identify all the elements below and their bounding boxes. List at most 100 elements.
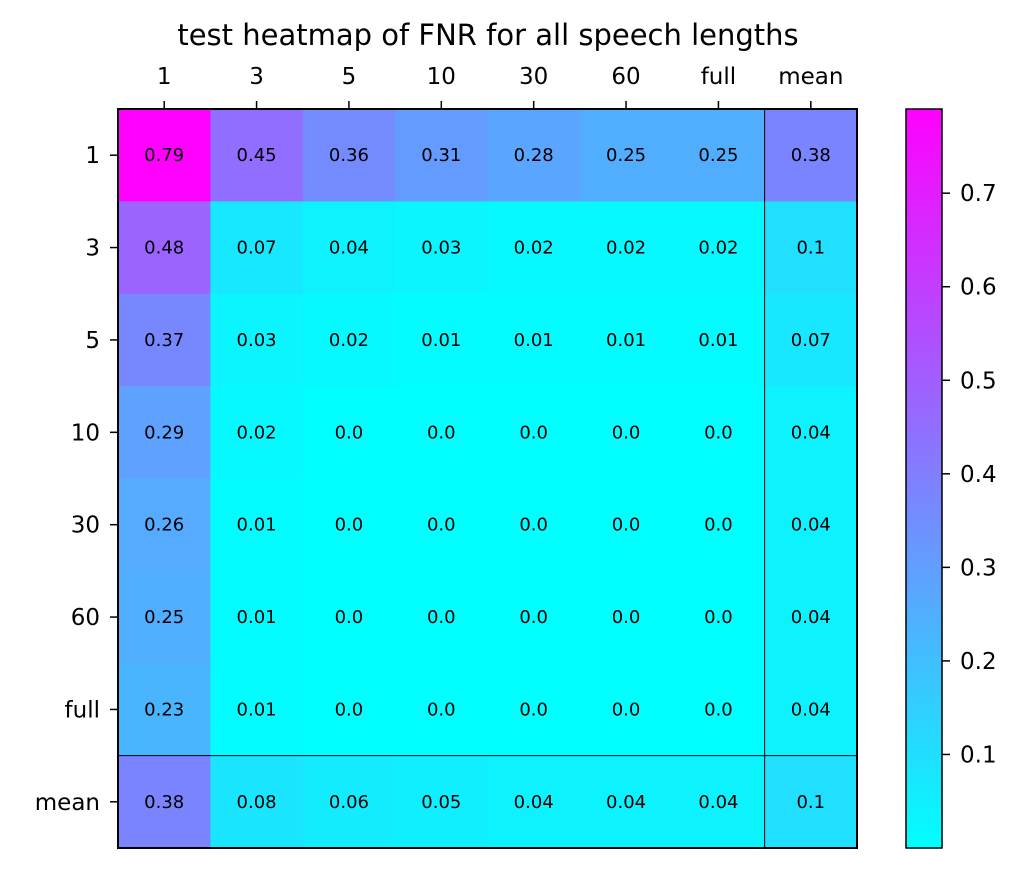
heatmap-cell-3-4 [487, 386, 581, 480]
cell-label-6-4: 0.0 [519, 699, 548, 720]
heatmap-cell-0-5 [579, 109, 673, 202]
cell-label-1-6: 0.02 [698, 238, 738, 259]
y-tick-label-0: 1 [85, 143, 100, 169]
mean-separators [118, 109, 857, 848]
heatmap-cell-5-3 [395, 570, 489, 664]
heatmap-cell-2-7 [764, 293, 858, 387]
cell-label-4-2: 0.0 [335, 515, 364, 536]
heatmap-cell-5-6 [672, 570, 766, 664]
y-tick-label-5: 60 [71, 605, 100, 631]
heatmap-cell-2-6 [672, 293, 766, 387]
heatmap-cell-5-1 [210, 570, 304, 664]
cell-label-0-5: 0.25 [606, 145, 646, 166]
heatmap-cell-6-0 [118, 663, 211, 757]
heatmap-cell-0-2 [302, 109, 396, 202]
cell-label-0-1: 0.45 [237, 145, 277, 166]
cell-label-0-3: 0.31 [421, 145, 461, 166]
x-axis-ticks: 1 3 5 10 30 60 full mean [157, 64, 843, 109]
x-tick-label-5: 60 [611, 64, 640, 90]
cell-label-2-5: 0.01 [606, 330, 646, 351]
cell-label-1-2: 0.04 [329, 238, 369, 259]
cell-label-6-5: 0.0 [612, 699, 641, 720]
cell-label-7-2: 0.06 [329, 792, 369, 813]
heatmap-cell-1-5 [579, 201, 673, 295]
heatmap-cell-3-3 [395, 386, 489, 480]
y-tick-label-2: 5 [85, 328, 100, 354]
cell-label-5-1: 0.01 [237, 607, 277, 628]
cell-label-4-6: 0.0 [704, 515, 733, 536]
cell-label-2-4: 0.01 [514, 330, 554, 351]
x-tick-label-6: full [701, 64, 736, 90]
cell-label-3-5: 0.0 [612, 422, 641, 443]
heatmap-cell-4-2 [302, 478, 396, 572]
heatmap-cell-2-2 [302, 293, 396, 387]
heatmap-cell-7-2 [302, 755, 396, 849]
colorbar-tick-label-3: 0.4 [960, 462, 997, 488]
heatmap-cell-3-1 [210, 386, 304, 480]
cell-label-2-0: 0.37 [144, 330, 184, 351]
heatmap-cell-2-3 [395, 293, 489, 387]
heatmap-cell-6-5 [579, 663, 673, 757]
heatmap-cell-1-2 [302, 201, 396, 295]
heatmap-cell-7-1 [210, 755, 304, 849]
cell-label-1-7: 0.1 [796, 238, 825, 259]
cell-label-4-5: 0.0 [612, 515, 641, 536]
chart-title: test heatmap of FNR for all speech lengt… [177, 18, 798, 52]
cell-label-7-1: 0.08 [237, 792, 277, 813]
plot-frame [117, 108, 858, 849]
cell-label-3-7: 0.04 [791, 422, 831, 443]
colorbar-tick-label-1: 0.2 [960, 649, 997, 675]
y-tick-label-1: 3 [85, 236, 100, 262]
cell-label-3-3: 0.0 [427, 422, 456, 443]
heatmap-cell-6-4 [487, 663, 581, 757]
colorbar-tick-label-5: 0.6 [960, 275, 997, 301]
cell-label-1-1: 0.07 [237, 238, 277, 259]
heatmap-cell-2-5 [579, 293, 673, 387]
heatmap-cell-3-6 [672, 386, 766, 480]
cell-label-7-0: 0.38 [144, 792, 184, 813]
cell-label-2-3: 0.01 [421, 330, 461, 351]
heatmap-cell-7-0 [118, 755, 211, 849]
y-tick-label-7: mean [35, 790, 100, 816]
cell-label-2-1: 0.03 [237, 330, 277, 351]
heatmap-cell-0-3 [395, 109, 489, 202]
heatmap-cells: 0.79 0.45 0.36 0.31 0.28 0.25 0.25 0.38 0.48 0.07… [118, 109, 858, 849]
cell-label-4-7: 0.04 [791, 515, 831, 536]
x-tick-label-4: 30 [519, 64, 548, 90]
x-tick-label-7: mean [778, 64, 843, 90]
heatmap-cell-7-6 [672, 755, 766, 849]
heatmap-cell-0-0 [118, 109, 211, 202]
heatmap-cell-3-5 [579, 386, 673, 480]
colorbar-tick-label-6: 0.7 [960, 181, 997, 207]
heatmap-cell-5-2 [302, 570, 396, 664]
colorbar: 0.1 0.2 0.3 0.4 0.5 0.6 0.7 [905, 108, 997, 849]
heatmap-cell-0-1 [210, 109, 304, 202]
cell-label-0-6: 0.25 [698, 145, 738, 166]
heatmap-cell-6-2 [302, 663, 396, 757]
x-tick-label-2: 5 [342, 64, 357, 90]
colorbar-tick-label-2: 0.3 [960, 555, 997, 581]
heatmap-cell-1-1 [210, 201, 304, 295]
cell-label-0-4: 0.28 [514, 145, 554, 166]
heatmap-cell-6-7 [764, 663, 858, 757]
heatmap-cell-1-4 [487, 201, 581, 295]
heatmap-cell-5-7 [764, 570, 858, 664]
y-tick-label-4: 30 [71, 513, 100, 539]
heatmap-cell-3-7 [764, 386, 858, 480]
cell-label-6-0: 0.23 [144, 699, 184, 720]
heatmap-cell-2-1 [210, 293, 304, 387]
cell-label-7-7: 0.1 [796, 792, 825, 813]
heatmap-cell-5-0 [118, 570, 211, 664]
heatmap-cell-7-7 [764, 755, 858, 849]
heatmap-cell-1-3 [395, 201, 489, 295]
heatmap-cell-4-4 [487, 478, 581, 572]
heatmap-cell-5-4 [487, 570, 581, 664]
cell-label-5-2: 0.0 [335, 607, 364, 628]
cell-label-1-5: 0.02 [606, 238, 646, 259]
cell-label-5-5: 0.0 [612, 607, 641, 628]
heatmap-cell-4-3 [395, 478, 489, 572]
heatmap-cell-4-1 [210, 478, 304, 572]
y-axis-ticks: 1 3 5 10 30 60 full mean [35, 143, 118, 816]
heatmap-cell-5-5 [579, 570, 673, 664]
